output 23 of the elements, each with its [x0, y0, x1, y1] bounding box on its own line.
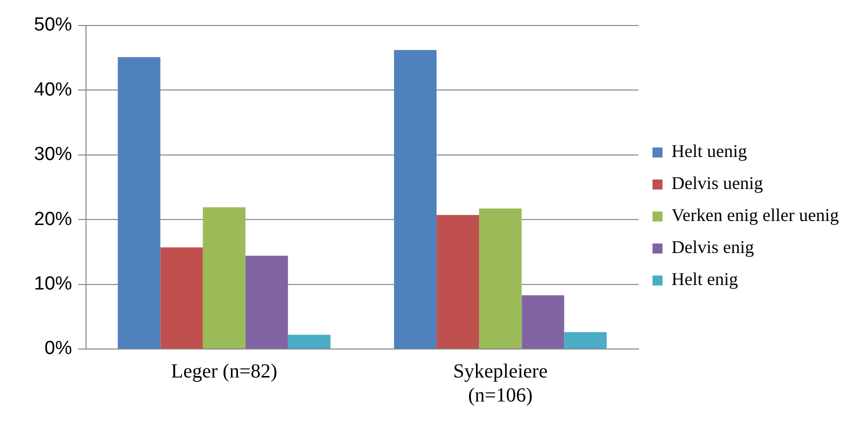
- y-tick-label: 20%: [34, 208, 72, 230]
- x-tick-label: Leger (n=82): [171, 360, 278, 382]
- bar: [436, 215, 480, 348]
- bar: [202, 207, 246, 348]
- legend-label: Delvis enig: [672, 237, 754, 258]
- legend-label: Helt enig: [672, 269, 738, 290]
- y-tick-label: 40%: [34, 79, 72, 100]
- bar: [479, 208, 522, 348]
- bar: [394, 50, 437, 348]
- bar: [160, 247, 203, 348]
- bar: [118, 57, 160, 348]
- legend-label: Verken enig eller uenig: [672, 205, 839, 226]
- bar: [522, 295, 564, 348]
- bar: [245, 256, 288, 348]
- y-tick-label: 50%: [34, 14, 72, 36]
- bar: [288, 334, 330, 348]
- legend-label: Helt uenig: [672, 141, 747, 162]
- y-tick-label: 0%: [44, 338, 72, 360]
- legend-label: Delvis uenig: [672, 173, 763, 194]
- x-tick-label: Sykepleiere (n=106): [453, 360, 548, 406]
- y-tick-label: 10%: [34, 274, 72, 295]
- y-tick-label: 30%: [34, 144, 72, 166]
- bar: [564, 332, 607, 348]
